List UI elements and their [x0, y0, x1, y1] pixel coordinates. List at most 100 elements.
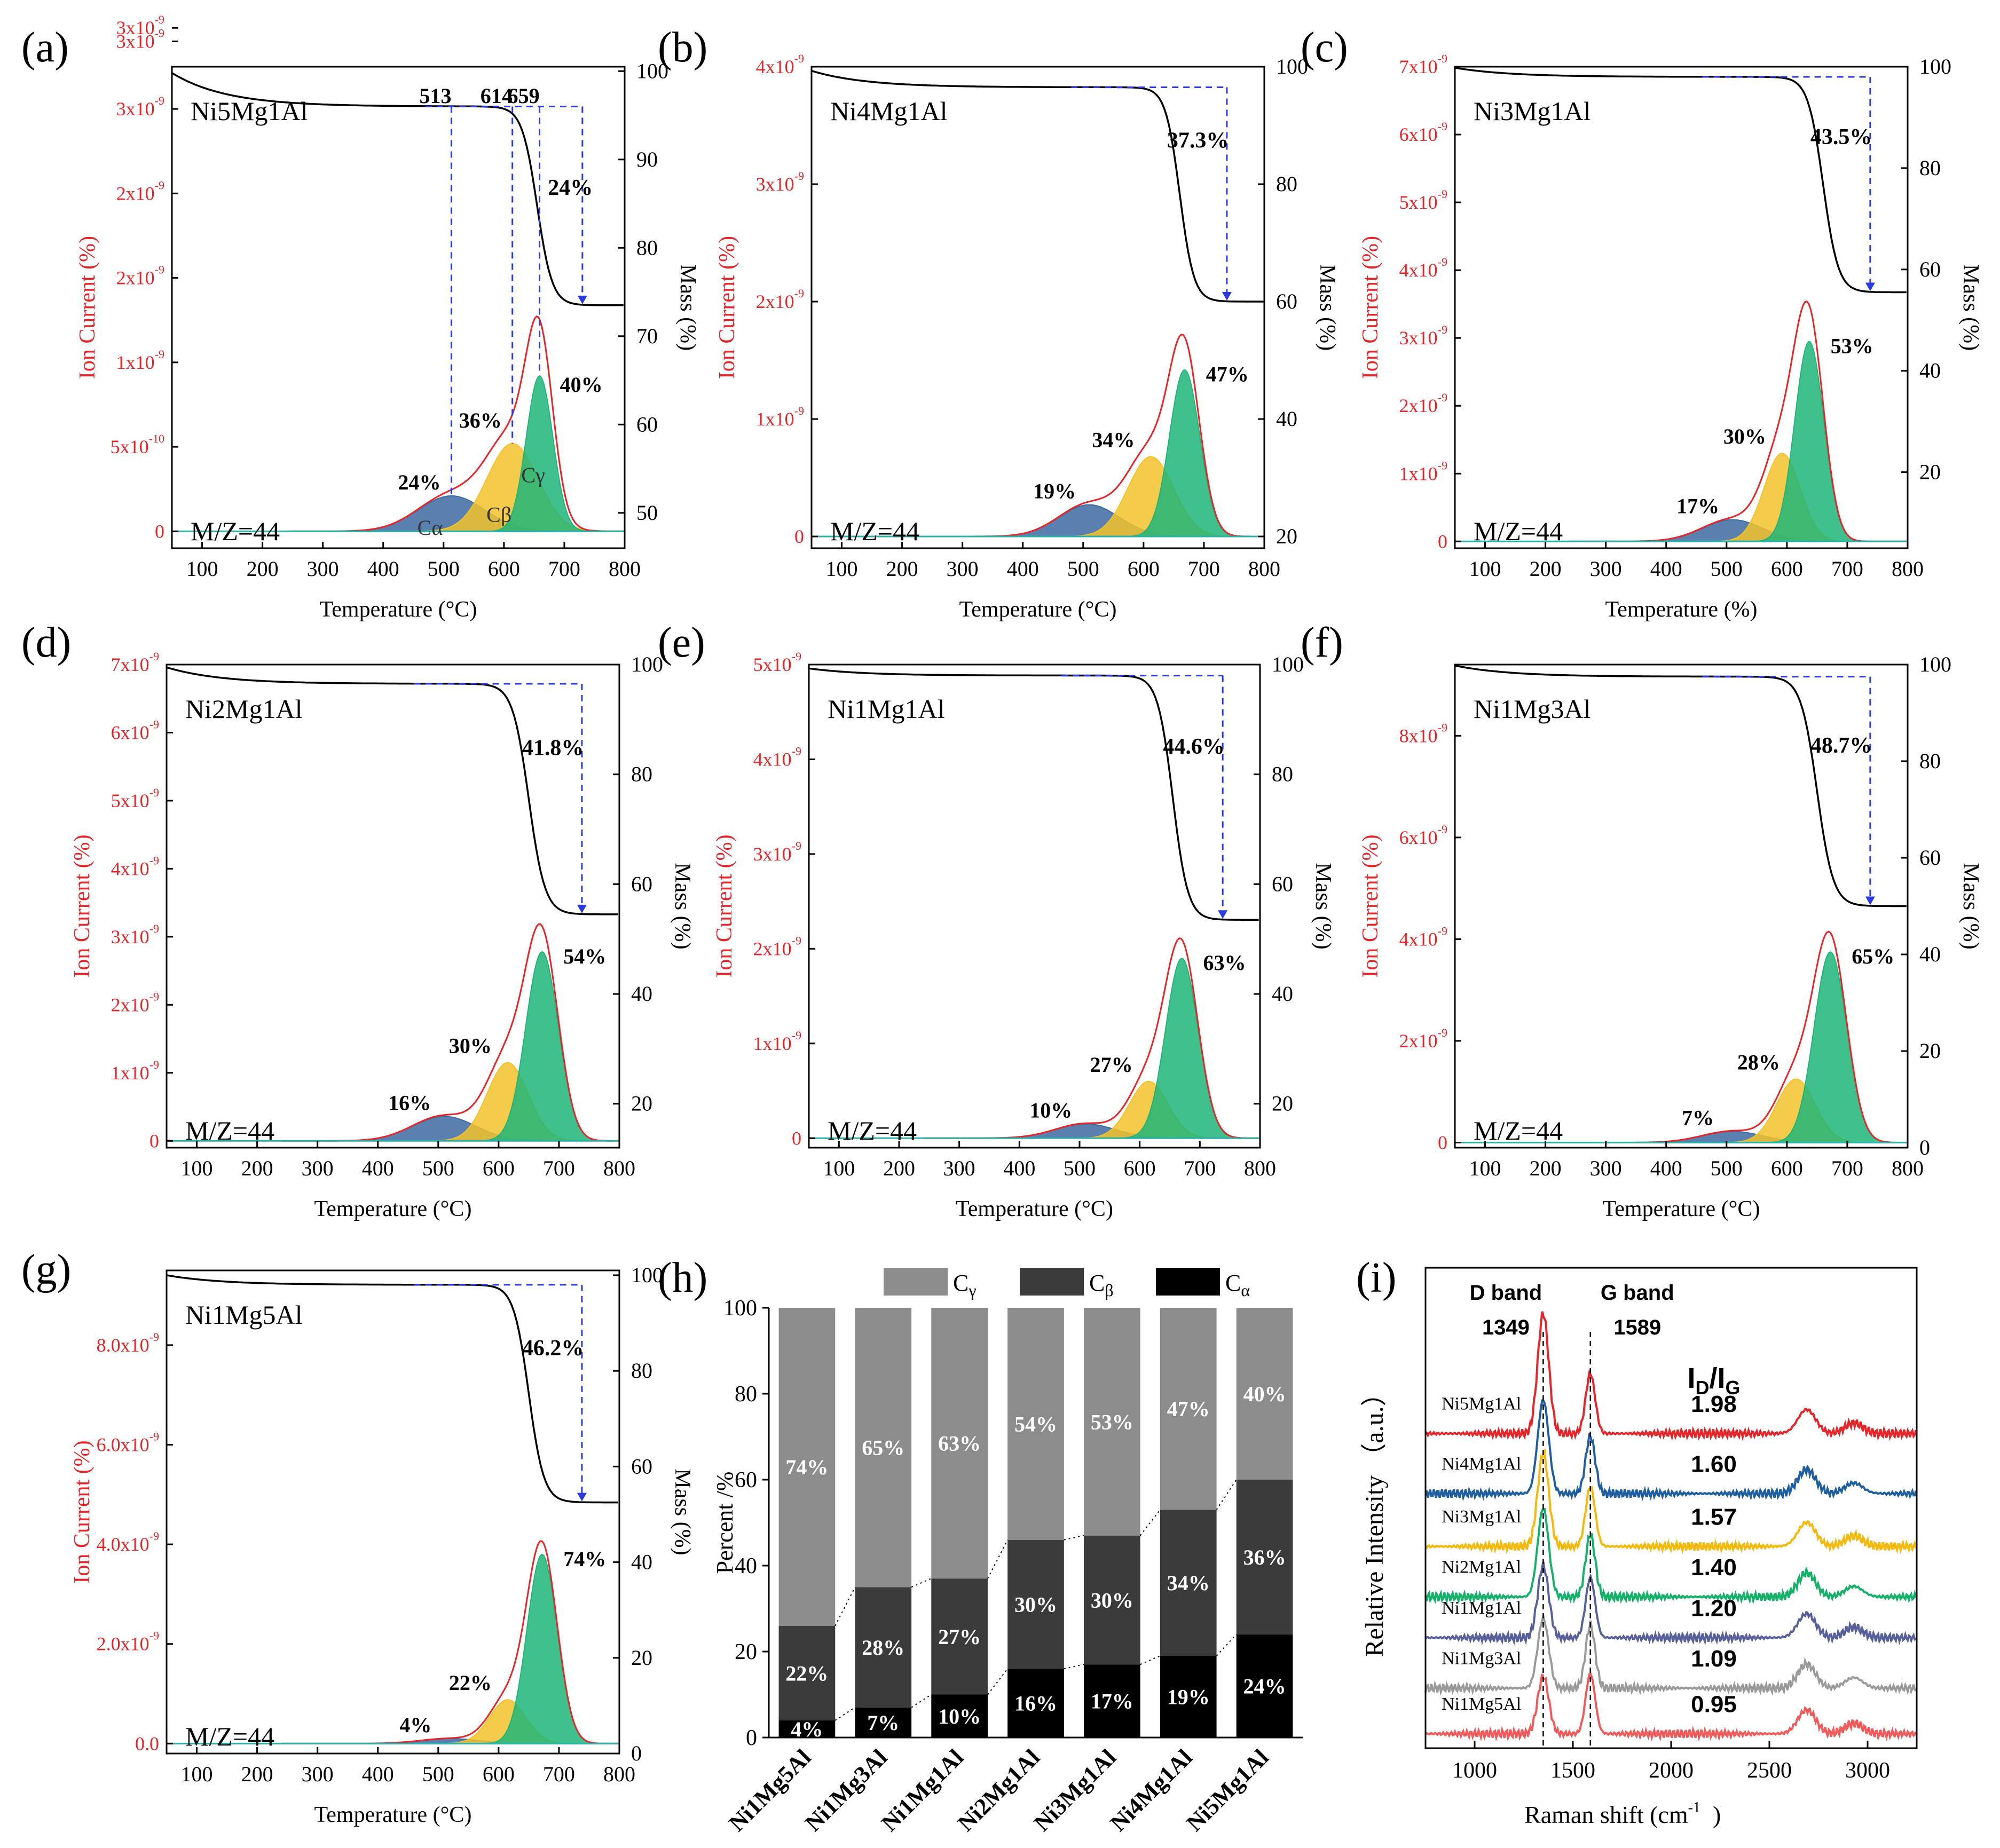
x-tick-label: 800 [603, 1762, 635, 1786]
sample-label: Ni3Mg1Al [1474, 96, 1590, 126]
mz-label: M/Z=44 [1474, 516, 1563, 546]
y-left-axis-label: Ion Current (%) [70, 834, 95, 977]
y-right-axis-label: Mass (%) [1958, 863, 1983, 949]
y-tick-label: 60 [735, 1468, 757, 1492]
y-left-axis-label: Ion Current (%) [70, 1440, 95, 1583]
y-right-tick-label: 80 [1276, 172, 1297, 196]
y-right-axis-label: Mass (%) [670, 863, 695, 949]
y-right-tick-label: 60 [1276, 289, 1297, 313]
y-left-tick-label: 0 [1438, 1132, 1447, 1153]
y-left-tick-label: 2x10-9 [1399, 391, 1447, 416]
tg-curve [1454, 665, 1907, 907]
y-right-tick-label: 100 [1919, 54, 1951, 78]
y-left-tick-label: 2x10-9 [1399, 1026, 1447, 1052]
raman-spectrum [1425, 1399, 1917, 1502]
y-left-tick-label: 0 [149, 1130, 159, 1151]
tg-curve [808, 667, 1259, 921]
y-left-tick-label: 6x10-9 [1399, 823, 1447, 848]
category-label: Ni2Mg1Al [952, 1744, 1045, 1836]
peak-name-label: Cγ [521, 463, 545, 487]
bar-value-label: 63% [938, 1432, 981, 1456]
sample-label: Ni1Mg3Al [1474, 694, 1590, 724]
y-right-tick-label: 80 [631, 1359, 652, 1383]
x-tick-label: 400 [1007, 557, 1039, 581]
category-label: Ni3Mg1Al [1029, 1744, 1121, 1836]
x-tick-label: 400 [1650, 1156, 1682, 1180]
tg-curve [811, 70, 1263, 303]
y-left-tick-label: 0.0 [135, 1733, 159, 1754]
peak-percent-label: 65% [1852, 944, 1894, 968]
peak-percent-label: 54% [563, 944, 606, 968]
raman-spectrum [1424, 1311, 1917, 1441]
mz-label: M/Z=44 [185, 1116, 274, 1146]
x-tick-label: 700 [543, 1762, 575, 1786]
bar-segment [778, 1720, 836, 1738]
y-left-tick-label: 0 [794, 526, 804, 547]
x-tick-label: 800 [609, 557, 641, 581]
x-tick-label: 200 [1530, 557, 1562, 581]
bar-segment [1236, 1480, 1293, 1634]
peak-percent-label: 7% [1682, 1106, 1714, 1130]
legend-swatch [1156, 1268, 1220, 1296]
mass-loss-label: 48.7% [1810, 733, 1872, 758]
bar-value-label: 30% [1091, 1588, 1133, 1612]
series-name-label: Ni1Mg3Al [1442, 1649, 1521, 1669]
peak-percent-label: 47% [1206, 362, 1249, 386]
axes-frame [166, 1269, 620, 1755]
bar-segment [1007, 1669, 1064, 1738]
legend-swatch [884, 1268, 948, 1296]
category-label: Ni1Mg5Al [724, 1744, 816, 1836]
bar-value-label: 22% [785, 1661, 828, 1685]
y-left-tick-label: 5x10-9 [111, 786, 159, 811]
x-tick-label: 500 [1711, 1156, 1743, 1180]
connector-line [1064, 1535, 1084, 1541]
peak-name-label: Cα [418, 516, 443, 540]
ratio-value-label: 1.20 [1691, 1596, 1737, 1622]
x-tick-label: 400 [362, 1156, 394, 1180]
x-tick-label: 600 [1771, 557, 1803, 581]
y-left-tick-label: 0 [792, 1127, 801, 1149]
y-tick-label: 0 [746, 1726, 757, 1750]
x-tick-label: 700 [1184, 1156, 1216, 1180]
x-tick-label: 700 [1188, 557, 1220, 581]
x-tick-label: 500 [422, 1156, 454, 1180]
x-tick-label: 700 [1831, 557, 1863, 581]
y-tick-label: 20 [735, 1640, 757, 1664]
peak-percent-label: 30% [1723, 424, 1766, 448]
y-right-tick-label: 60 [636, 412, 658, 436]
x-tick-label: 600 [483, 1156, 515, 1180]
ratio-value-label: 1.98 [1691, 1391, 1737, 1417]
peak-2 [1568, 951, 1908, 1143]
mass-loss-arrowhead [577, 295, 587, 304]
y-right-tick-label: 70 [636, 324, 658, 348]
bar-value-label: 36% [1243, 1545, 1286, 1569]
y-right-tick-label: 60 [631, 1454, 652, 1478]
ratio-value-label: 1.09 [1691, 1646, 1737, 1672]
y-left-tick-label: 3x10-9 [116, 27, 164, 52]
panel-label: (b) [658, 24, 707, 71]
bar-value-label: 19% [1167, 1685, 1210, 1709]
x-axis-label: Temperature (°C) [320, 597, 477, 622]
mz-label: M/Z=44 [828, 1116, 917, 1146]
bar-value-label: 40% [1243, 1382, 1286, 1406]
peak-temp-label: 513 [419, 84, 451, 108]
y-left-tick-label: 5x10-9 [1399, 187, 1447, 213]
x-axis-label: Temperature (°C) [314, 1197, 472, 1221]
y-right-tick-label: 80 [636, 235, 658, 259]
x-axis-label: Raman shift (cm-1 [1524, 1799, 1700, 1828]
bar-segment [931, 1308, 988, 1579]
x-tick-label: 300 [307, 557, 339, 581]
bar-segment [855, 1308, 912, 1588]
y-left-tick-label: 4x10-9 [756, 52, 804, 77]
panel-label: (g) [21, 1246, 71, 1293]
ratio-value-label: 1.57 [1691, 1504, 1737, 1530]
x-tick-label: 600 [1128, 557, 1160, 581]
y-right-tick-label: 40 [631, 982, 652, 1006]
axes-frame [1454, 66, 1909, 549]
mass-loss-arrowhead [577, 1492, 587, 1502]
x-tick-label: 200 [241, 1156, 273, 1180]
x-axis-label: Temperature (°C) [1603, 1197, 1760, 1221]
y-right-tick-label: 100 [631, 1263, 663, 1287]
y-left-tick-label: 3x10-9 [116, 13, 164, 38]
